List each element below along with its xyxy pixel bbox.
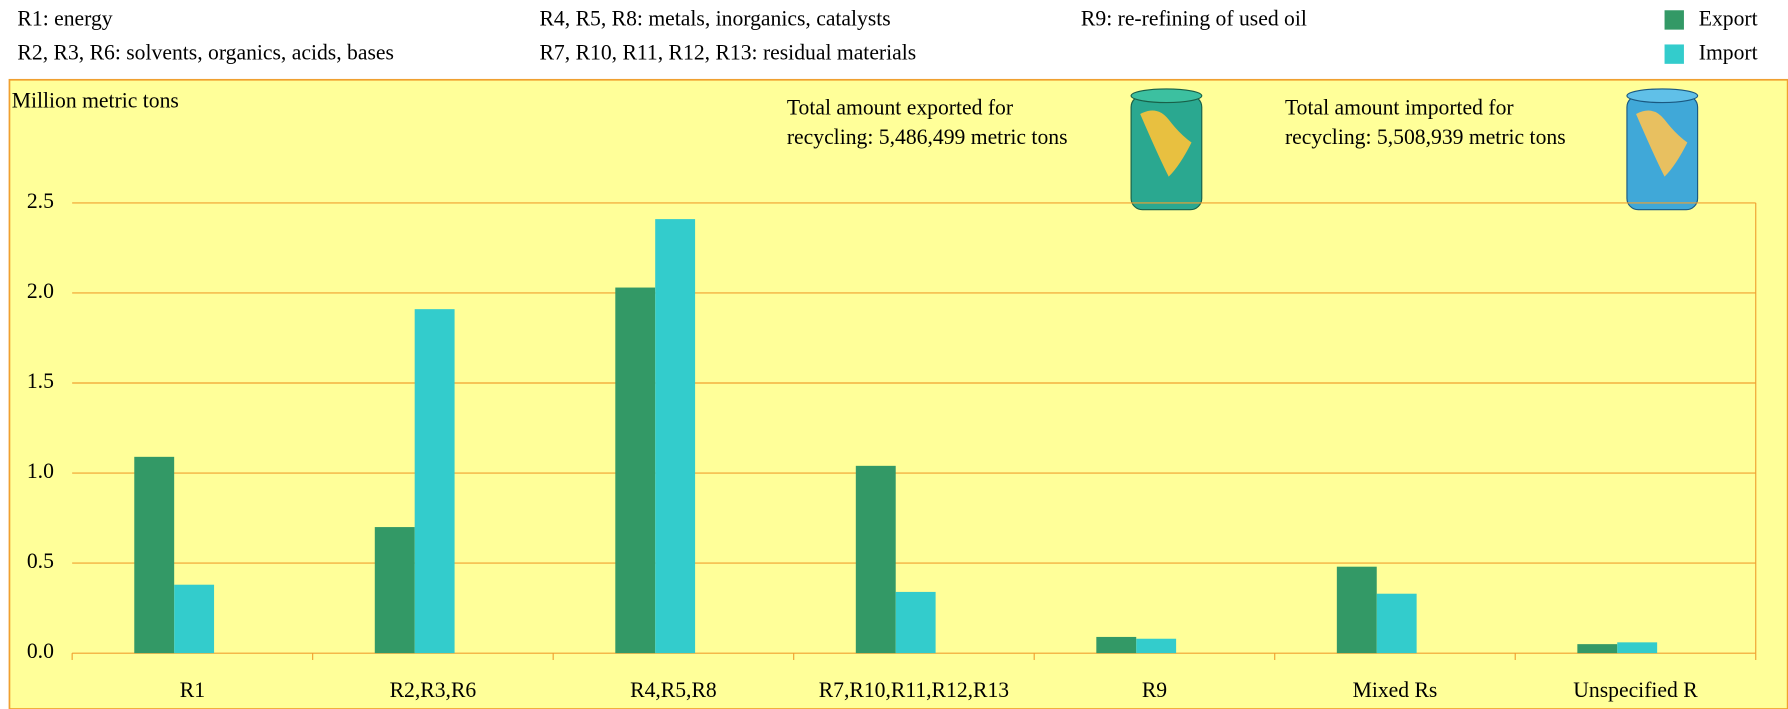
bar: [415, 309, 455, 653]
y-tick-label: 0.5: [27, 549, 54, 573]
bar: [1096, 637, 1136, 653]
y-tick-label: 1.0: [27, 459, 54, 483]
bar: [896, 592, 936, 653]
bar: [375, 527, 415, 653]
y-tick-label: 2.5: [27, 189, 54, 213]
bar: [174, 585, 214, 653]
barrel-import: [1627, 89, 1698, 210]
x-tick-label: Mixed Rs: [1353, 678, 1438, 702]
legend-swatch: [1665, 10, 1684, 29]
x-tick-label: R2,R3,R6: [390, 678, 477, 702]
chart: R1: energy R2, R3, R6: solvents, organic…: [0, 0, 1788, 709]
x-tick-label: Unspecified R: [1573, 678, 1698, 702]
x-tick-label: R9: [1142, 678, 1167, 702]
bar: [655, 219, 695, 653]
note: R4, R5, R8: metals, inorganics, catalyst…: [540, 6, 891, 30]
barrel-export: [1131, 89, 1202, 210]
bar: [856, 466, 896, 653]
bar: [1617, 642, 1657, 653]
annotation: recycling: 5,486,499 metric tons: [787, 125, 1068, 149]
bar: [1577, 644, 1617, 653]
annotation: Total amount exported for: [787, 95, 1014, 119]
annotation: recycling: 5,508,939 metric tons: [1285, 125, 1566, 149]
note: R1: energy: [17, 6, 112, 30]
legend-swatch: [1665, 44, 1684, 63]
x-tick-label: R1: [180, 678, 205, 702]
y-axis-label: Million metric tons: [12, 89, 179, 113]
y-tick-label: 1.5: [27, 369, 54, 393]
y-tick-label: 2.0: [27, 279, 54, 303]
x-tick-label: R7,R10,R11,R12,R13: [819, 678, 1009, 702]
bar: [615, 288, 655, 654]
note: R9: re-refining of used oil: [1081, 6, 1307, 30]
x-tick-label: R4,R5,R8: [630, 678, 717, 702]
legend-label: Export: [1699, 6, 1758, 30]
note: R2, R3, R6: solvents, organics, acids, b…: [17, 41, 393, 65]
bar: [1136, 639, 1176, 653]
bar: [134, 457, 174, 653]
bar: [1377, 594, 1417, 653]
annotation: Total amount imported for: [1285, 95, 1514, 119]
y-tick-label: 0.0: [27, 639, 54, 663]
legend-label: Import: [1699, 41, 1758, 65]
bar: [1337, 567, 1377, 653]
note: R7, R10, R11, R12, R13: residual materia…: [540, 41, 917, 65]
